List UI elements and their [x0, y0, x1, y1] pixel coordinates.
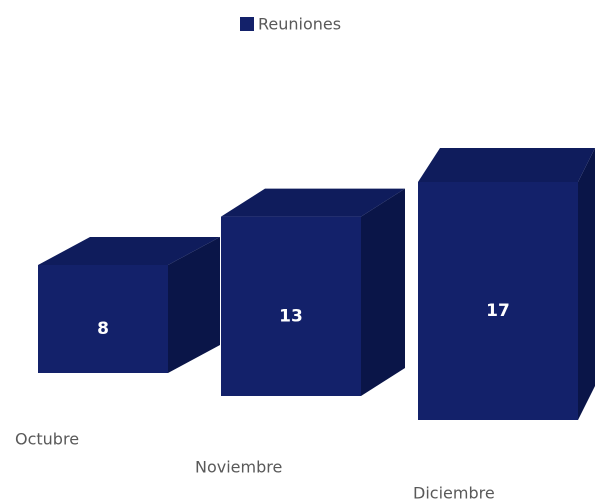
bar-side: [168, 237, 220, 373]
bar-side: [578, 148, 595, 420]
data-label: 13: [279, 306, 303, 326]
bar: [221, 216, 361, 396]
bar-top: [221, 188, 405, 217]
legend-swatch: [240, 17, 254, 31]
x-tick-label: Diciembre: [413, 484, 495, 500]
x-tick-label: Octubre: [15, 430, 79, 449]
bar: [418, 182, 578, 420]
data-label: 17: [486, 301, 510, 321]
bar-top: [38, 237, 220, 265]
bar-top: [418, 148, 595, 182]
data-label: 8: [97, 319, 109, 339]
legend-label: Reuniones: [258, 15, 341, 34]
x-tick-label: Noviembre: [195, 458, 282, 477]
bar: [38, 265, 168, 373]
bar-side: [361, 188, 405, 396]
